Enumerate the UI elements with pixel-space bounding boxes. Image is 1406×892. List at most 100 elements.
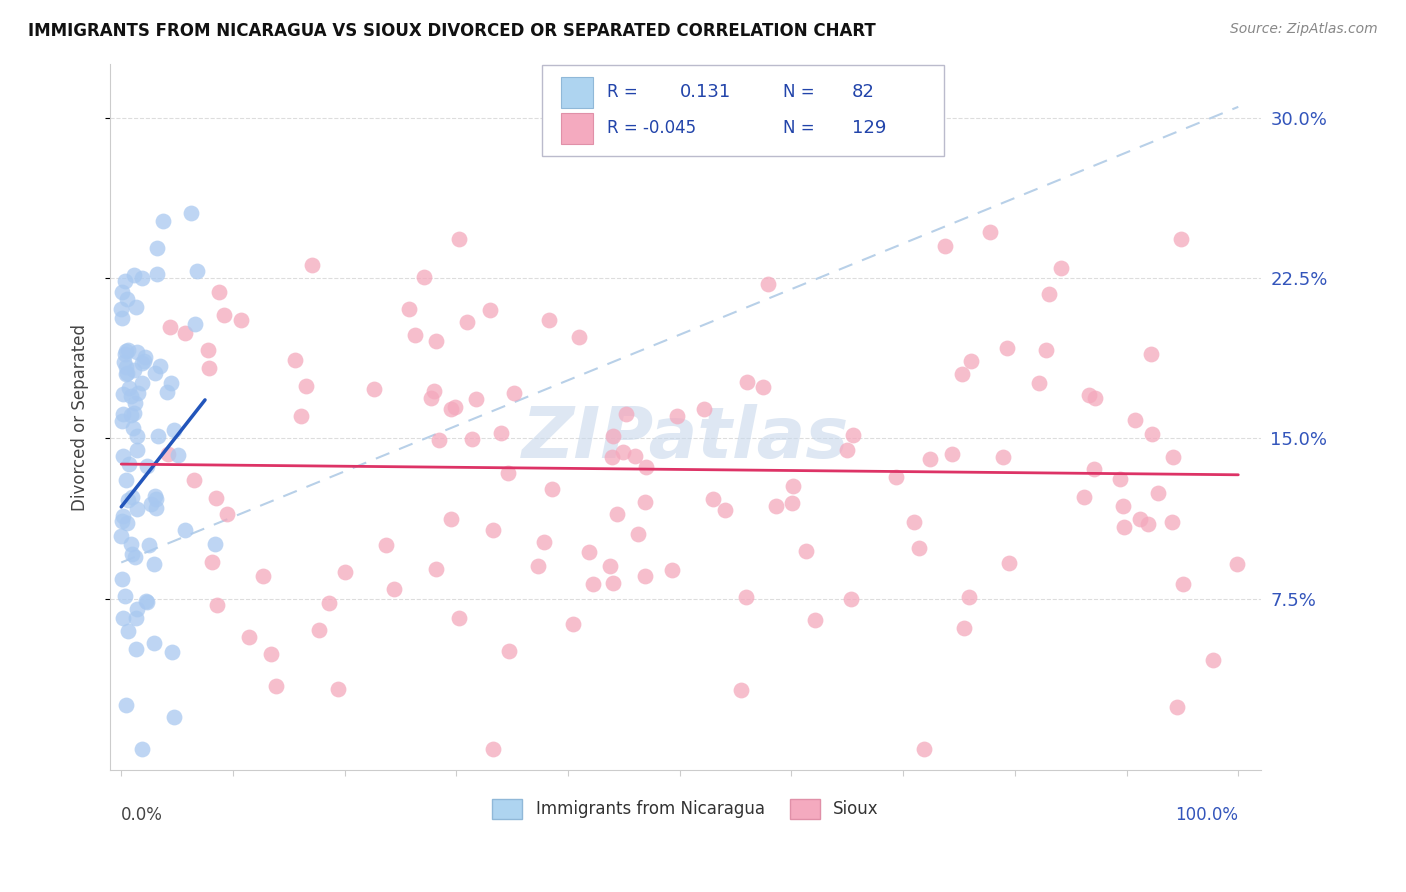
Immigrants from Nicaragua	[143, 635, 166, 649]
Sioux	[1161, 450, 1184, 465]
Immigrants from Nicaragua	[115, 516, 138, 530]
Sioux	[934, 239, 956, 253]
Sioux	[413, 270, 436, 285]
Sioux	[752, 380, 775, 394]
Immigrants from Nicaragua	[160, 645, 183, 659]
Sioux	[229, 313, 252, 327]
Sioux	[419, 392, 441, 406]
Sioux	[318, 596, 340, 610]
Sioux	[960, 353, 983, 368]
Immigrants from Nicaragua	[111, 311, 134, 326]
Immigrants from Nicaragua	[166, 448, 188, 462]
Sioux	[735, 375, 758, 389]
Sioux	[496, 467, 519, 481]
Sioux	[1050, 260, 1073, 275]
Sioux	[217, 508, 239, 522]
Immigrants from Nicaragua	[115, 698, 138, 712]
Immigrants from Nicaragua	[117, 381, 139, 395]
Immigrants from Nicaragua	[112, 355, 135, 369]
Sioux	[612, 444, 634, 458]
Immigrants from Nicaragua	[114, 347, 136, 361]
Sioux	[995, 342, 1018, 356]
Sioux	[756, 277, 779, 291]
Immigrants from Nicaragua	[112, 611, 135, 625]
Sioux	[606, 507, 628, 521]
Immigrants from Nicaragua	[145, 268, 167, 282]
Immigrants from Nicaragua	[180, 205, 202, 219]
Immigrants from Nicaragua	[131, 376, 153, 390]
Sioux	[284, 353, 307, 368]
Sioux	[734, 590, 756, 604]
Immigrants from Nicaragua	[121, 547, 143, 561]
Sioux	[602, 429, 624, 443]
Immigrants from Nicaragua	[146, 429, 169, 443]
Sioux	[561, 616, 583, 631]
Immigrants from Nicaragua	[117, 624, 139, 639]
Text: R =: R =	[607, 83, 638, 102]
Immigrants from Nicaragua	[120, 408, 142, 422]
Sioux	[449, 611, 471, 625]
Sioux	[156, 447, 179, 461]
Sioux	[1083, 461, 1105, 475]
Sioux	[1077, 388, 1099, 402]
Sioux	[1226, 557, 1249, 571]
Sioux	[440, 402, 463, 417]
Text: 0.131: 0.131	[679, 83, 731, 102]
Sioux	[1123, 413, 1146, 427]
Immigrants from Nicaragua	[127, 602, 149, 616]
Sioux	[503, 385, 526, 400]
Immigrants from Nicaragua	[174, 523, 197, 537]
Sioux	[541, 483, 564, 497]
Immigrants from Nicaragua	[138, 538, 160, 552]
Immigrants from Nicaragua	[115, 473, 138, 487]
Sioux	[614, 408, 637, 422]
Immigrants from Nicaragua	[122, 268, 145, 282]
Sioux	[600, 450, 623, 465]
Immigrants from Nicaragua	[111, 285, 134, 300]
Sioux	[661, 563, 683, 577]
Sioux	[326, 682, 349, 697]
Sioux	[252, 568, 274, 582]
Y-axis label: Divorced or Separated: Divorced or Separated	[72, 324, 89, 510]
FancyBboxPatch shape	[541, 65, 945, 156]
Immigrants from Nicaragua	[152, 214, 174, 228]
Immigrants from Nicaragua	[110, 301, 132, 316]
Sioux	[1170, 232, 1192, 246]
Sioux	[1038, 287, 1060, 301]
Sioux	[1035, 343, 1057, 357]
Immigrants from Nicaragua	[110, 414, 132, 428]
Sioux	[582, 577, 605, 591]
Sioux	[301, 258, 323, 272]
Immigrants from Nicaragua	[142, 557, 165, 571]
Immigrants from Nicaragua	[125, 611, 148, 625]
Sioux	[1112, 499, 1135, 513]
Legend: Immigrants from Nicaragua, Sioux: Immigrants from Nicaragua, Sioux	[485, 793, 886, 825]
Immigrants from Nicaragua	[112, 387, 135, 401]
Sioux	[997, 556, 1019, 570]
Text: 100.0%: 100.0%	[1175, 806, 1239, 824]
Sioux	[425, 562, 447, 576]
Sioux	[702, 491, 724, 506]
Immigrants from Nicaragua	[115, 343, 138, 358]
Sioux	[1129, 512, 1152, 526]
Immigrants from Nicaragua	[145, 491, 167, 506]
Sioux	[456, 315, 478, 329]
Sioux	[363, 382, 385, 396]
Immigrants from Nicaragua	[160, 376, 183, 390]
Sioux	[626, 527, 648, 541]
Immigrants from Nicaragua	[117, 366, 139, 380]
Sioux	[713, 503, 735, 517]
Sioux	[1147, 485, 1170, 500]
Sioux	[1166, 700, 1188, 714]
Sioux	[634, 569, 657, 583]
Immigrants from Nicaragua	[121, 490, 143, 504]
Sioux	[692, 401, 714, 416]
Sioux	[238, 630, 260, 644]
Sioux	[449, 232, 471, 246]
Sioux	[425, 334, 447, 348]
Sioux	[1084, 391, 1107, 405]
Immigrants from Nicaragua	[163, 424, 186, 438]
Sioux	[208, 285, 231, 299]
Text: 0.0%: 0.0%	[121, 806, 163, 824]
Sioux	[765, 499, 787, 513]
